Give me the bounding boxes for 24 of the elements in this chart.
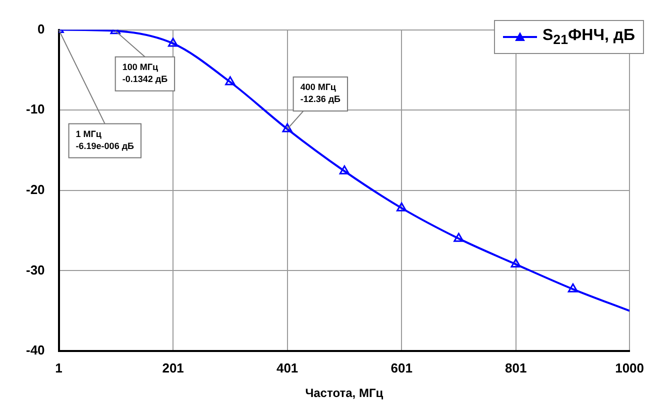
y-tick-label: -10	[26, 102, 45, 117]
point	[454, 232, 464, 242]
x-tick-label: 401	[276, 360, 298, 376]
point	[168, 38, 178, 47]
point	[225, 76, 236, 86]
x-tick-label: 1	[55, 360, 62, 376]
point	[282, 123, 292, 132]
point	[568, 283, 578, 292]
y-tick-label: -40	[26, 342, 45, 358]
point	[339, 165, 350, 174]
y-tick-label: -20	[26, 182, 45, 197]
annotation: 400 МГц -12.36 дБ	[300, 82, 342, 104]
annotation: 1 МГц -6.19e-006 дБ	[76, 128, 135, 151]
point	[510, 258, 521, 268]
x-tick-label: 801	[504, 360, 527, 376]
x-axis-title: Частота, МГц	[305, 386, 384, 400]
x-tick-label: 601	[390, 360, 412, 376]
x-tick-label: 1000	[615, 360, 644, 376]
x-tick-label: 201	[162, 360, 184, 376]
y-tick-label: 0	[38, 21, 45, 36]
legend-label: S$_{21}$ФНЧ, дБ	[542, 27, 635, 48]
point	[396, 202, 407, 212]
annotation: 100 МГц -0.1342 дБ	[122, 62, 168, 84]
y-tick-label: -30	[26, 262, 45, 278]
